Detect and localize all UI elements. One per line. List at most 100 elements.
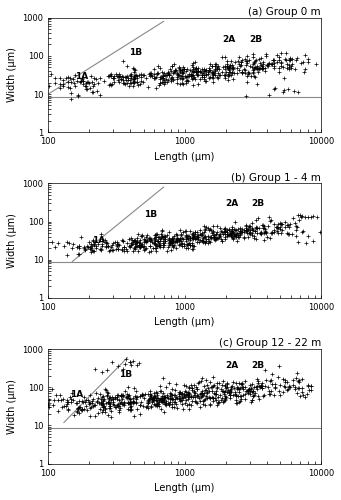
- Point: [141, 246, 147, 254]
- Point: [222, 228, 227, 235]
- Point: [280, 64, 285, 72]
- Point: [306, 55, 311, 63]
- Point: [274, 222, 280, 230]
- Point: [80, 405, 85, 413]
- Point: [218, 70, 223, 78]
- Point: [251, 65, 256, 73]
- Point: [133, 387, 139, 395]
- Point: [213, 390, 219, 398]
- Point: [127, 82, 132, 90]
- Point: [82, 398, 88, 406]
- Point: [191, 58, 196, 66]
- Point: [254, 65, 260, 73]
- Point: [198, 390, 203, 398]
- Point: [118, 75, 123, 83]
- Point: [250, 50, 255, 58]
- Point: [283, 56, 289, 64]
- Point: [191, 70, 196, 78]
- Point: [179, 242, 184, 250]
- Point: [239, 58, 244, 66]
- Point: [251, 234, 256, 242]
- Point: [197, 226, 202, 234]
- Point: [124, 72, 130, 80]
- Point: [203, 236, 209, 244]
- Point: [79, 406, 85, 413]
- Point: [209, 394, 214, 402]
- Point: [166, 234, 171, 242]
- Point: [224, 232, 229, 240]
- Point: [174, 70, 180, 78]
- Point: [115, 241, 120, 249]
- Point: [283, 49, 288, 57]
- Point: [297, 216, 302, 224]
- Point: [230, 391, 236, 399]
- Point: [236, 384, 241, 392]
- Point: [229, 228, 235, 235]
- Point: [100, 400, 105, 408]
- Point: [108, 404, 113, 411]
- Point: [262, 391, 267, 399]
- Point: [198, 68, 204, 76]
- Point: [100, 402, 105, 409]
- Point: [195, 64, 201, 72]
- Point: [177, 67, 182, 75]
- Point: [228, 383, 234, 391]
- Point: [233, 233, 238, 241]
- Point: [258, 62, 264, 70]
- Point: [259, 62, 265, 70]
- Point: [160, 395, 165, 403]
- Point: [132, 238, 137, 246]
- Point: [150, 238, 155, 246]
- Point: [222, 65, 228, 73]
- Point: [211, 72, 216, 80]
- Point: [217, 398, 222, 406]
- Point: [173, 234, 178, 242]
- Point: [185, 235, 191, 243]
- Point: [279, 226, 284, 234]
- Point: [278, 62, 283, 70]
- Point: [183, 231, 189, 239]
- Point: [224, 64, 229, 72]
- Point: [153, 388, 159, 396]
- Point: [74, 398, 79, 406]
- Point: [160, 396, 166, 404]
- Point: [179, 76, 184, 84]
- Point: [122, 400, 127, 408]
- Point: [133, 72, 138, 80]
- Point: [229, 224, 235, 232]
- Point: [227, 68, 233, 76]
- Point: [222, 227, 227, 235]
- Point: [134, 72, 139, 80]
- Point: [229, 232, 235, 240]
- Point: [142, 244, 147, 252]
- Point: [117, 404, 123, 411]
- Point: [249, 398, 254, 406]
- Point: [147, 396, 152, 404]
- Point: [76, 250, 81, 258]
- Point: [165, 70, 171, 78]
- Point: [228, 385, 233, 393]
- Point: [243, 60, 249, 68]
- Point: [211, 69, 217, 77]
- Point: [128, 240, 133, 248]
- Point: [271, 56, 277, 64]
- Point: [210, 383, 215, 391]
- Point: [207, 238, 212, 246]
- Point: [230, 228, 235, 236]
- Point: [87, 412, 93, 420]
- Point: [53, 74, 58, 82]
- Point: [87, 84, 93, 92]
- Point: [165, 242, 170, 250]
- Point: [109, 80, 115, 88]
- Point: [321, 220, 327, 228]
- Point: [271, 59, 277, 67]
- Point: [306, 381, 311, 389]
- Point: [147, 242, 152, 250]
- Point: [71, 240, 76, 248]
- Point: [110, 400, 116, 408]
- Point: [208, 233, 214, 241]
- Point: [188, 72, 193, 80]
- Point: [257, 229, 262, 237]
- Point: [192, 396, 197, 404]
- Point: [198, 389, 204, 397]
